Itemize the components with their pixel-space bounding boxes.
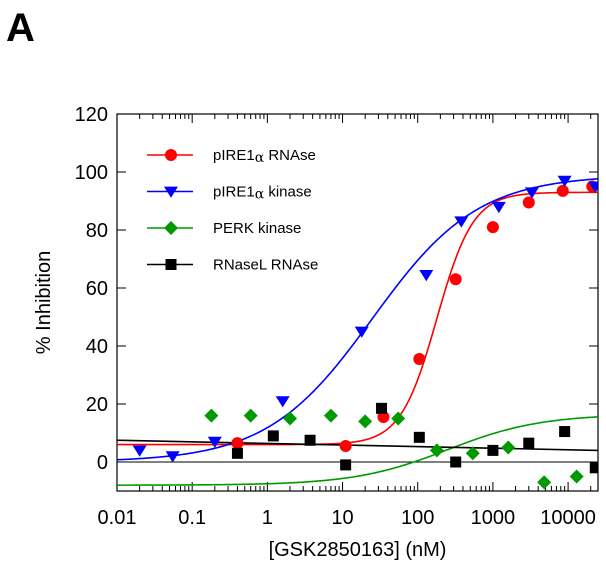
data-point [523,437,535,449]
y-tick-label: 100 [75,162,108,184]
legend-marker [164,186,178,198]
x-tick-label: 10 [331,507,353,529]
fit-curve [117,416,598,486]
data-point [391,411,406,426]
legend: pIRE1α RNAse pIRE1α kinase PERK kinase RNas… [147,147,318,274]
y-tick-label: 80 [86,220,108,242]
legend-marker [164,221,178,235]
panel-label: A [6,6,35,50]
x-axis-label: [GSK2850163] (nM) [269,539,447,561]
data-point [569,469,584,484]
data-point [413,431,425,443]
data-point [275,396,290,408]
data-point [323,408,338,423]
data-point [450,456,462,468]
data-point [537,475,552,490]
data-point [559,426,571,438]
data-point [589,462,598,474]
data-point [501,440,516,455]
y-tick-label: 60 [86,278,108,300]
data-point [377,411,390,424]
data-point [588,181,598,193]
legend-entry: RNaseL RNAse [213,257,318,274]
data-point [243,408,258,423]
y-axis-ticks: 0 20 40 60 80 100 120 [75,104,598,474]
legend-entry: pIRE1α kinase [213,184,312,203]
plot-frame [116,113,599,492]
legend-entry: PERK kinase [213,220,301,237]
data-point [165,451,180,463]
data-point [207,436,222,448]
data-point [282,411,297,426]
plot-area: 0.01 0.1 1 10 100 1000 10000 0 20 40 60 80 100 120 p… [75,104,599,529]
y-tick-label: 20 [86,394,108,416]
minor-ticks [139,114,592,491]
data-point [465,446,480,461]
x-axis-ticks: 0.01 0.1 1 10 100 1000 10000 [98,114,596,529]
x-tick-label: 10000 [540,507,596,529]
data-point [449,273,462,286]
data-point [491,201,506,214]
data-point [267,430,279,442]
fit-curves [117,178,598,486]
data-point [522,196,535,209]
data-point [429,443,444,458]
data-point [340,459,352,471]
fit-curve [117,191,598,446]
legend-marker [165,149,177,161]
legend-entry: pIRE1α RNAse [213,147,316,166]
data-point [557,175,572,187]
data-point [339,440,352,453]
x-tick-label: 0.1 [178,507,206,529]
y-tick-label: 120 [75,104,108,126]
data-point [524,187,539,199]
y-tick-label: 0 [97,452,108,474]
data-point [454,216,469,228]
data-points [132,175,598,490]
x-tick-label: 0.01 [98,507,137,529]
data-point [487,444,499,456]
data-point [231,447,243,459]
data-point [204,408,219,423]
y-tick-label: 40 [86,336,108,358]
data-point [556,184,569,197]
data-point [419,270,434,282]
fit-curve [117,178,598,461]
data-point [413,353,426,366]
x-tick-label: 1000 [471,507,516,529]
data-point [304,434,316,446]
fit-curve [117,439,598,452]
data-point [231,437,244,450]
x-tick-label: 100 [401,507,434,529]
legend-marker [165,259,177,270]
data-point [358,414,373,429]
data-point [486,221,499,234]
y-axis-label: % Inhibition [33,251,55,354]
x-tick-label: 1 [262,507,273,529]
data-point [376,402,388,414]
data-point [132,445,147,457]
data-point [354,326,369,338]
